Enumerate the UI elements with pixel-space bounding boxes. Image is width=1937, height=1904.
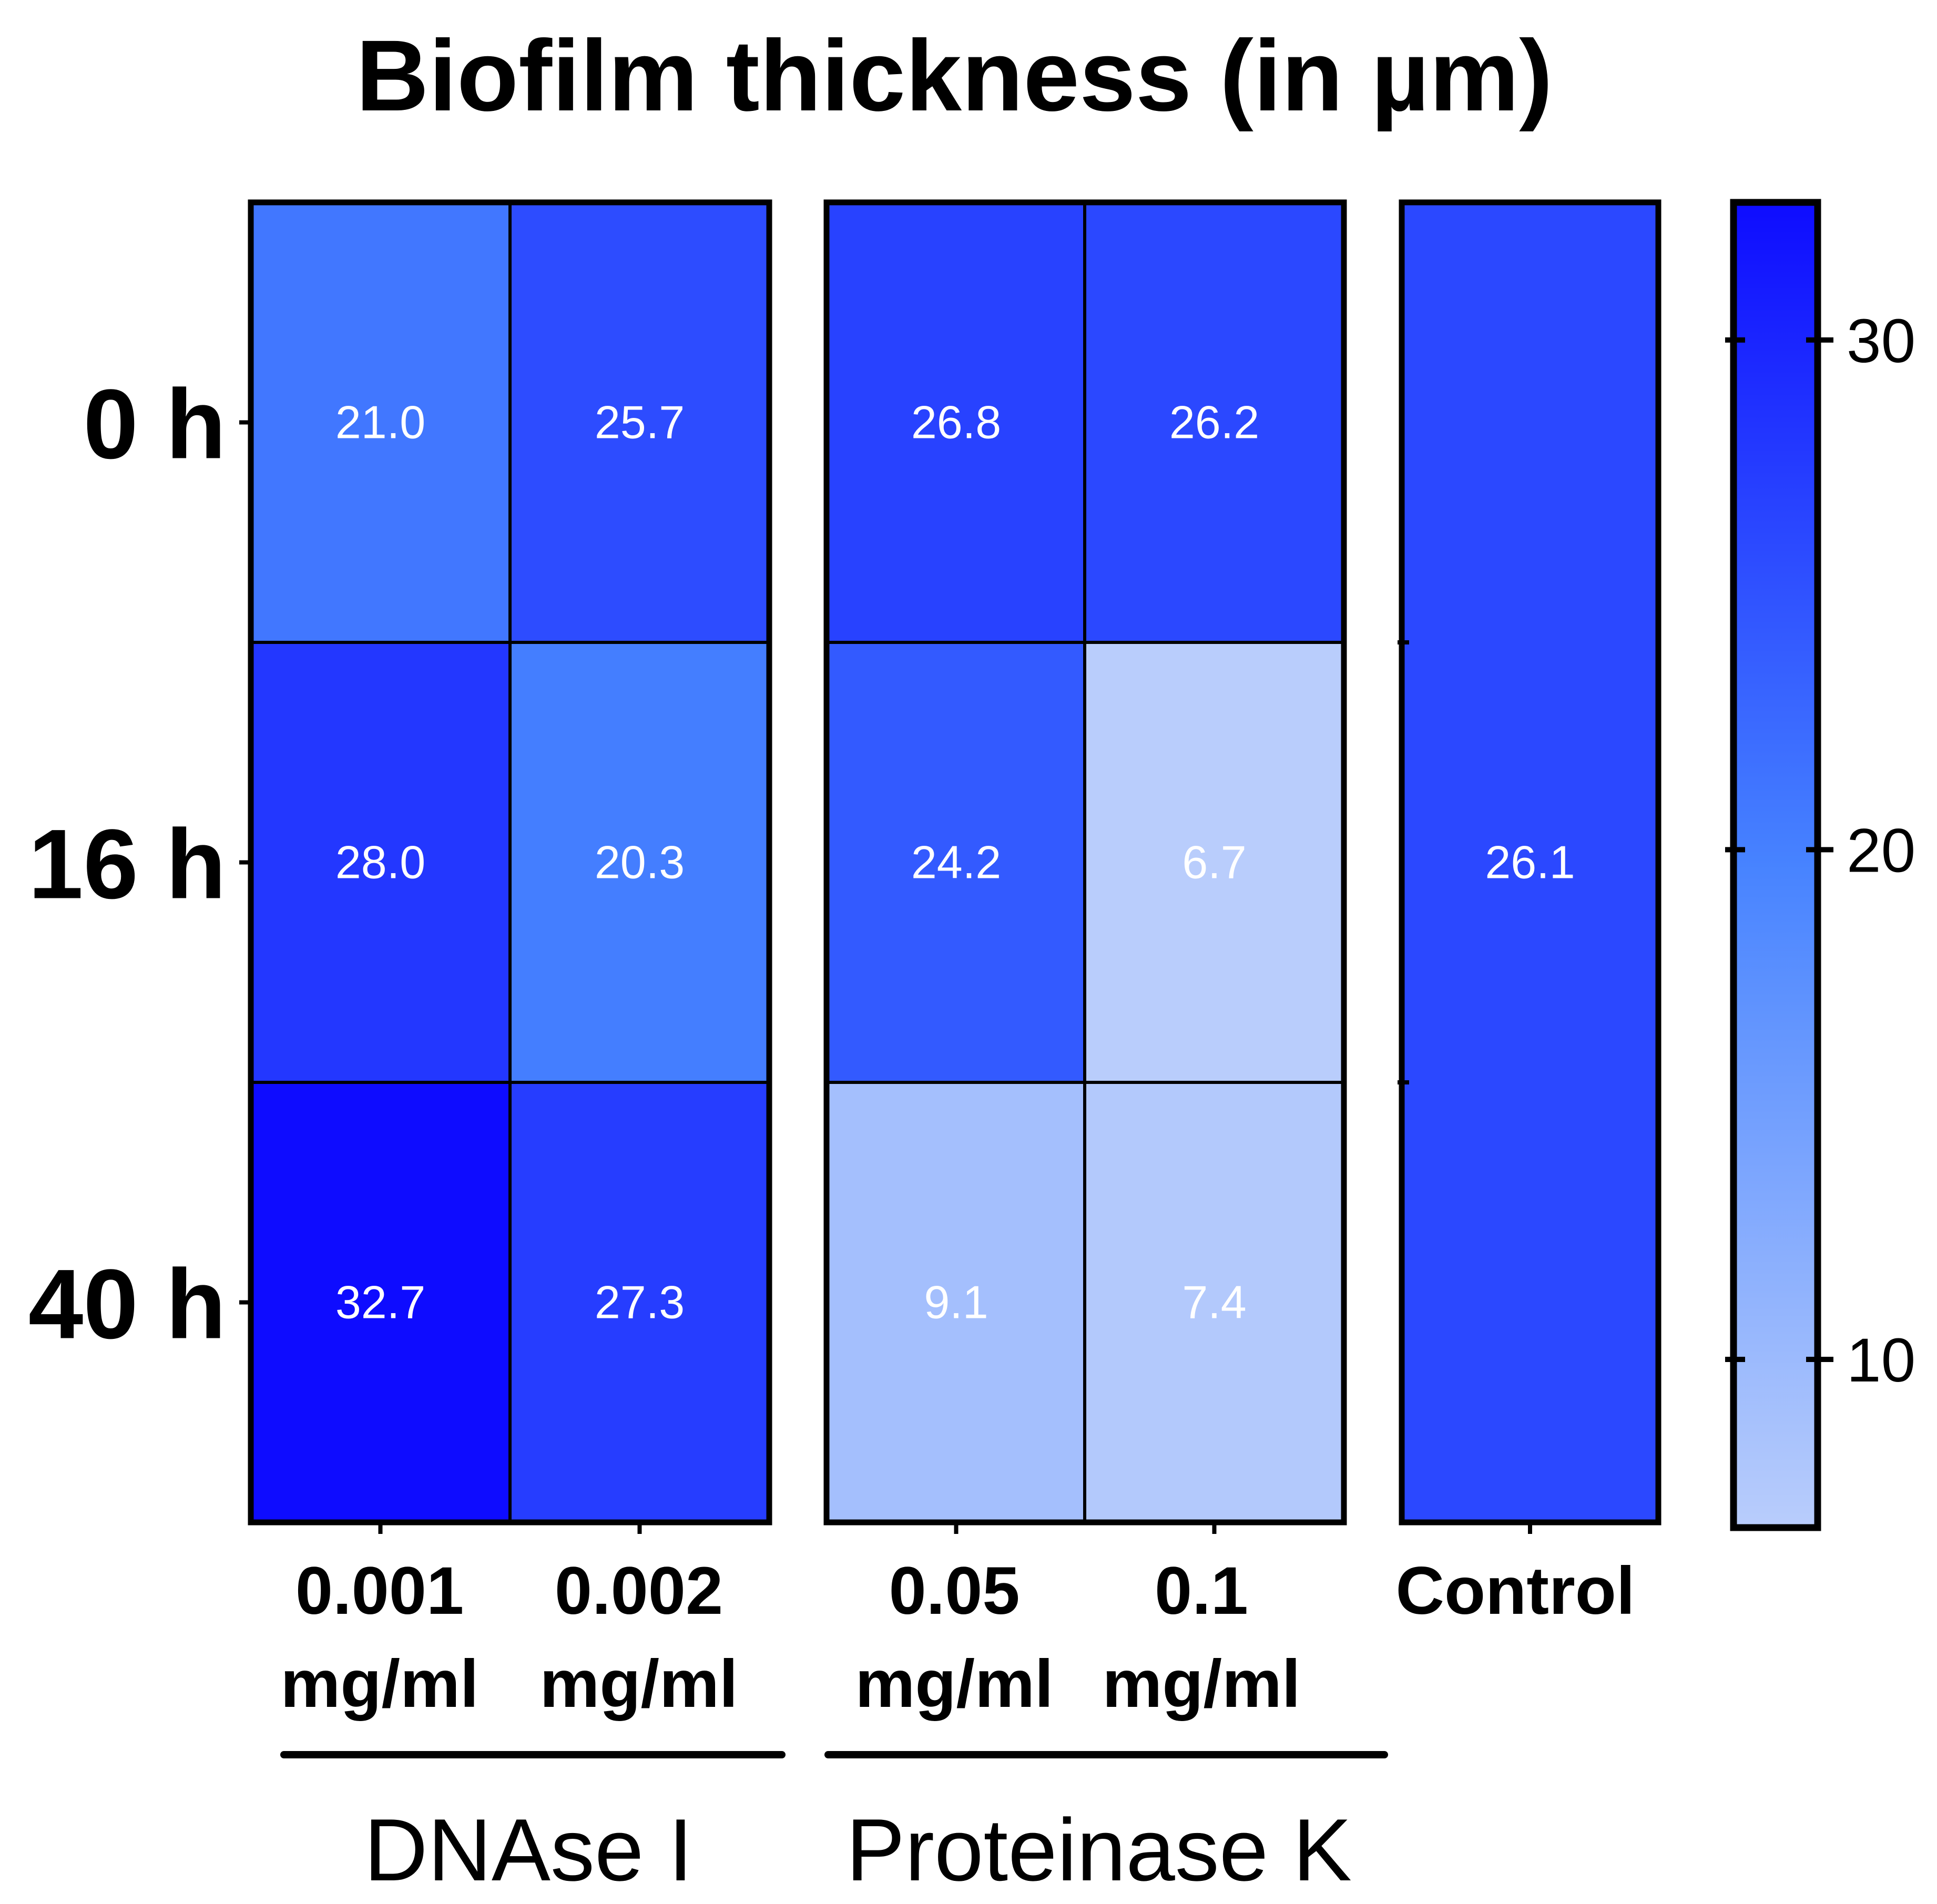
cell-value-label: 26.2 — [1169, 396, 1259, 448]
column-label-line2: mg/ml — [855, 1646, 1054, 1722]
colorbar: 10 20 30 — [1725, 199, 1915, 1531]
colorbar-tick-label: 30 — [1847, 306, 1915, 376]
cell-value-label: 32.7 — [335, 1276, 425, 1328]
group-labels: DNAse I Proteinase K — [280, 1751, 1388, 1899]
group-label: Proteinase K — [846, 1800, 1352, 1899]
heatmap-cells: 21.0 28.0 32.7 25.7 20.3 27.3 26.8 24.2 9.1 26.2 6… — [248, 199, 1661, 1526]
row-label: 16 h — [28, 809, 226, 919]
cell-value-label: 28.0 — [335, 836, 425, 888]
colorbar-scale — [1730, 199, 1821, 1531]
control-cell — [1400, 201, 1660, 1524]
row-label: 0 h — [83, 369, 226, 479]
column-label-line1: 0.05 — [889, 1553, 1020, 1629]
colorbar-tick-label: 20 — [1847, 816, 1915, 885]
cell-value-label: 9.1 — [924, 1276, 988, 1328]
heatmap-cell — [249, 201, 512, 644]
colorbar-ticks: 10 20 30 — [1725, 306, 1915, 1395]
cell-value-label: 24.2 — [911, 836, 1001, 888]
row-label: 40 h — [28, 1249, 226, 1359]
column-label-line1: 0.002 — [555, 1553, 723, 1629]
column-label-line2: mg/ml — [540, 1646, 738, 1722]
cell-value-label: 26.8 — [911, 396, 1001, 448]
heatmap-cell — [1083, 1081, 1345, 1524]
row-labels: 0 h 16 h 40 h — [28, 369, 251, 1359]
heatmap-cell — [825, 641, 1087, 1084]
group-label: DNAse I — [364, 1800, 693, 1899]
column-label-line2: mg/ml — [281, 1646, 479, 1722]
colorbar-tick-label: 10 — [1847, 1326, 1915, 1395]
control-value-label: 26.1 — [1485, 836, 1575, 888]
heatmap-cell — [249, 641, 512, 1084]
column-label-line1: 0.001 — [295, 1553, 464, 1629]
block-border — [823, 199, 1347, 1526]
column-label-line2: mg/ml — [1103, 1646, 1301, 1722]
control-label: Control — [1396, 1553, 1635, 1629]
cell-value-label: 6.7 — [1182, 836, 1246, 888]
column-label-line1: 0.1 — [1155, 1553, 1248, 1629]
heatmap-cell — [508, 1081, 771, 1524]
heatmap-cell — [508, 201, 771, 644]
heatmap-cell — [508, 641, 771, 1084]
cell-value-label: 25.7 — [595, 396, 685, 448]
cell-value-label: 7.4 — [1182, 1276, 1246, 1328]
heatmap-cell — [1083, 201, 1345, 644]
cell-value-label: 21.0 — [335, 396, 425, 448]
column-labels: 0.001 mg/ml 0.002 mg/ml 0.05 mg/ml 0.1 mg/ml Con… — [281, 1522, 1635, 1722]
chart-title: Biofilm thickness (in µm) — [356, 19, 1553, 132]
cell-value-label: 20.3 — [595, 836, 685, 888]
heatmap-cell — [249, 1081, 512, 1524]
cell-value-label: 27.3 — [595, 1276, 685, 1328]
